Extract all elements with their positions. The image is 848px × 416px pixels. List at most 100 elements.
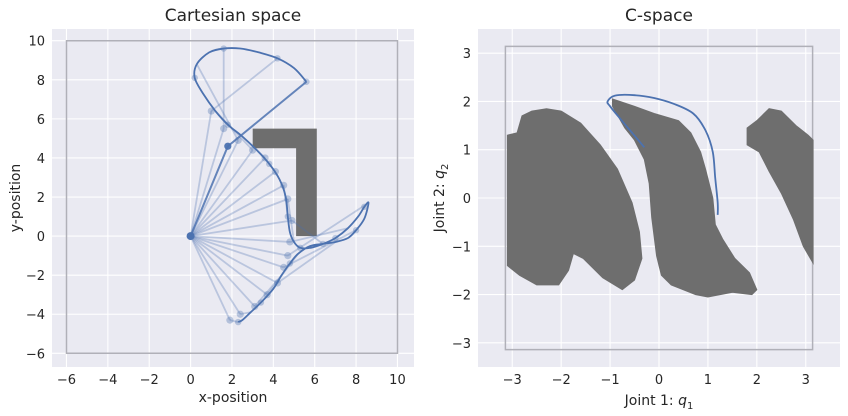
end-effector-path [193,47,370,323]
effector-point-21 [297,244,304,252]
elbow-point-3 [263,291,271,299]
cspace-tick-labels: −3 −2 −1 0 1 2 3 −3 −2 −1 0 1 2 3 [452,47,810,388]
effector-point-41 [303,78,310,85]
link-base-11 [190,170,276,237]
cspace-ytick-5: 2 [463,95,471,110]
cspace-ytick-6: 3 [463,47,471,62]
effector-point-18 [332,234,339,242]
link-outer-4 [276,241,336,284]
effector-point-6 [286,260,294,267]
link-outer-6 [287,202,369,257]
cartesian-ytick-8: 10 [28,35,45,50]
cartesian-ytick-1: −4 [26,308,45,323]
link-base-15 [189,128,225,237]
elbow-point-9 [284,195,292,203]
link-base-5 [190,235,284,269]
cartesian-points [186,45,368,326]
cartesian-ytick-7: 8 [37,74,45,89]
cartesian-boundary [65,39,399,355]
elbow-point-1 [236,310,244,318]
link-base-8 [190,219,293,237]
cspace-obstacle-1 [612,98,758,298]
cartesian-ytick-3: 0 [37,230,45,245]
l-shaped-obstacle [252,128,317,237]
cartesian-xtick-7: 8 [352,373,360,388]
link-base-6 [190,235,288,257]
cartesian-obstacle [252,128,317,237]
cartesian-xtick-8: 10 [389,373,406,388]
cartesian-title: Cartesian space [165,6,301,26]
elbow-point-5 [280,263,288,271]
cspace-xtick-2: −1 [600,373,619,388]
cspace-xtick-4: 1 [704,373,712,388]
link-base-0 [189,235,231,321]
link-base-7 [190,235,290,243]
cartesian-tick-labels: −6 −4 −2 0 2 4 6 8 10 −6 −4 −2 0 2 4 6 8 10 [26,35,406,388]
elbow-point-13 [249,146,257,154]
base-joint [186,232,195,241]
elbow-point-8 [288,216,296,225]
effector-point-0 [234,318,242,326]
elbow-point-2 [251,302,259,311]
cartesian-xtick-0: −6 [57,373,76,388]
joint-limits-boundary [504,45,814,351]
effector-point-33 [191,74,198,82]
cspace-ytick-3: 0 [463,192,471,207]
cspace-xtick-1: −2 [552,373,571,388]
link-outer-7 [289,227,349,243]
elbow-point-6 [284,252,292,260]
cspace-xtick-5: 2 [753,373,761,388]
cartesian-xtick-5: 4 [269,373,277,388]
link-base-4 [190,235,278,284]
cartesian-xtick-2: −2 [140,373,159,388]
cartesian-ytick-6: 6 [37,113,45,128]
cartesian-ytick-4: 2 [37,191,45,206]
elbow-point-17 [224,142,232,150]
cartesian-ytick-0: −6 [26,347,45,362]
effector-point-36 [220,45,227,52]
cspace-obstacles [506,98,814,298]
cartesian-xtick-6: 6 [311,373,319,388]
link-base-2 [189,235,256,308]
link-base-17 [189,145,229,237]
link-base-1 [189,235,241,315]
effector-point-39 [274,55,281,62]
link-outer-1 [240,311,251,316]
effector-point-9 [319,240,327,248]
cspace-title: C-space [625,6,693,26]
effector-point-12 [352,227,360,234]
elbow-point-14 [234,136,242,144]
cartesian-panel: −6 −4 −2 0 2 4 6 8 10 −6 −4 −2 0 2 4 6 8 10 Cartesian spa… [8,6,414,406]
cspace-path-group [606,93,719,215]
effector-point-30 [224,121,232,128]
cartesian-xtick-4: 2 [228,373,236,388]
cspace-obstacle-0 [506,108,643,291]
elbow-point-16 [207,107,215,115]
cspace-xtick-0: −3 [503,373,522,388]
link-outer-8 [291,219,324,245]
cartesian-xtick-3: 0 [186,373,194,388]
workspace-boundary [65,39,399,355]
effector-point-27 [266,160,273,168]
link-base-3 [190,235,268,296]
elbow-point-0 [226,316,234,324]
elbow-point-4 [273,279,282,287]
effector-point-24 [284,213,292,220]
cspace-ytick-0: −3 [452,337,471,352]
cartesian-ylabel: y-position [8,164,24,233]
link-base-16 [189,110,213,237]
effector-point-15 [361,203,368,210]
link-base-10 [190,184,285,237]
link-base-9 [190,198,289,237]
link-base-13 [189,149,254,237]
cspace-ytick-1: −2 [452,289,471,304]
link-base-14 [189,139,239,237]
cspace-xtick-3: 0 [655,373,663,388]
link-outer-0 [229,319,239,323]
elbow-point-15 [220,125,228,133]
link-outer-2 [254,274,283,308]
cspace-obstacle-2 [746,108,814,266]
effector-point-3 [257,299,265,306]
cspace-panel: −3 −2 −1 0 1 2 3 −3 −2 −1 0 1 2 3 C-space Joint 1: q1… [432,6,840,412]
